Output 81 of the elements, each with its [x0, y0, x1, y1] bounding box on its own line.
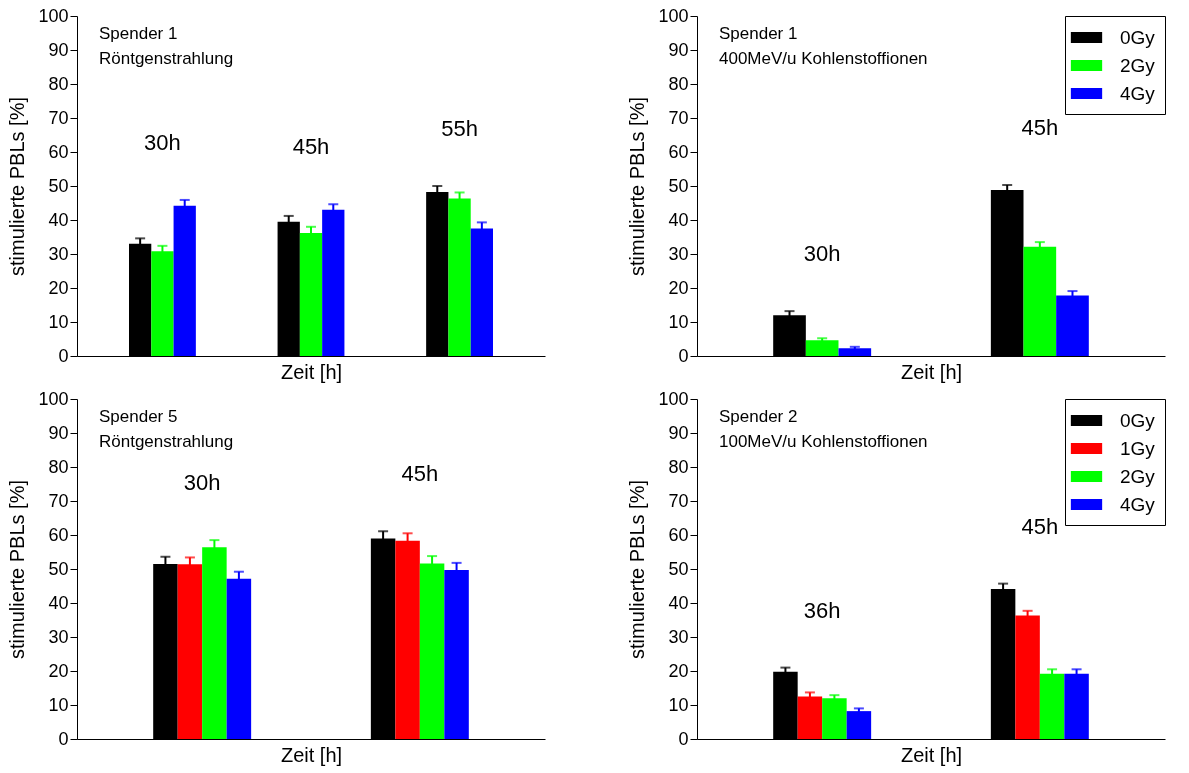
y-tick-label: 90 [48, 422, 69, 443]
legend-label: 4Gy [1120, 493, 1156, 515]
y-tick-label: 30 [668, 626, 689, 647]
y-tick-label: 70 [668, 107, 689, 128]
chart-title: Spender 1 [99, 24, 178, 43]
legend-label: 2Gy [1120, 54, 1156, 76]
bar [1015, 615, 1040, 739]
y-axis-title: stimulierte PBLs [%] [6, 480, 29, 659]
legend-label: 1Gy [1120, 437, 1156, 459]
x-axis-title: Zeit [h] [900, 743, 963, 766]
text: 400MeV/u Kohlenstoffionen [719, 49, 928, 68]
y-tick-label: 40 [668, 592, 689, 613]
legend-label: 0Gy [1120, 409, 1156, 431]
y-tick-label: 100 [38, 388, 69, 409]
x-tick-label: 30h [183, 470, 221, 496]
y-tick-label: 20 [48, 277, 69, 298]
y-tick-label: 0 [678, 345, 689, 366]
legend-label: 4Gy [1120, 82, 1156, 104]
y-tick-label: 70 [48, 490, 69, 511]
text: 100MeV/u Kohlenstoffionen [719, 432, 928, 451]
y-tick-label: 30 [668, 243, 689, 264]
y-tick-label: 60 [668, 524, 689, 545]
y-tick-label: 0 [58, 345, 69, 366]
y-tick-label: 60 [48, 141, 69, 162]
y-tick-label: 20 [668, 660, 689, 681]
y-tick-label: 10 [668, 311, 689, 332]
bar [151, 251, 174, 356]
y-tick-label: 10 [668, 694, 689, 715]
x-axis-title: Zeit [h] [900, 360, 963, 383]
y-tick-label: 50 [668, 558, 689, 579]
y-tick-label: 40 [668, 209, 689, 230]
legend-label: 2Gy [1120, 465, 1156, 487]
y-tick-label: 70 [668, 490, 689, 511]
bar [299, 232, 323, 356]
bar [173, 205, 196, 356]
y-tick-label: 100 [658, 388, 689, 409]
chart-title: Spender 2 [719, 407, 798, 426]
y-tick-label: 60 [668, 141, 689, 162]
x-tick-label: 45h [401, 461, 439, 487]
y-tick-label: 80 [48, 456, 69, 477]
y-tick-label: 100 [38, 5, 69, 26]
y-tick-label: 30 [48, 626, 69, 647]
y-tick-label: 50 [668, 175, 689, 196]
y-tick-label: 50 [48, 558, 69, 579]
y-tick-label: 60 [48, 524, 69, 545]
bar [322, 209, 345, 356]
y-axis-title: stimulierte PBLs [%] [6, 97, 29, 276]
y-tick-label: 40 [48, 209, 69, 230]
chart-title: Spender 1 [719, 24, 798, 43]
x-axis-title: Zeit [h] [280, 743, 343, 766]
y-tick-label: 90 [48, 39, 69, 60]
legend-label: 0Gy [1120, 26, 1156, 48]
x-tick-label: 36h [803, 597, 841, 623]
y-tick-label: 20 [668, 277, 689, 298]
y-tick-label: 90 [668, 39, 689, 60]
x-tick-label: 45h [1021, 513, 1059, 539]
text: Röntgenstrahlung [99, 49, 234, 68]
text: Röntgenstrahlung [99, 432, 234, 451]
y-tick-label: 30 [48, 243, 69, 264]
y-tick-label: 80 [668, 73, 689, 94]
y-tick-label: 0 [678, 728, 689, 749]
x-tick-label: 30h [144, 129, 181, 155]
y-tick-label: 80 [48, 73, 69, 94]
y-axis-title: stimulierte PBLs [%] [626, 480, 649, 659]
x-tick-label: 45h [292, 134, 330, 160]
x-tick-label: 55h [441, 116, 478, 141]
chart-title: Spender 5 [99, 407, 178, 426]
x-tick-label: 45h [1021, 114, 1059, 140]
y-tick-label: 10 [48, 694, 69, 715]
y-tick-label: 90 [668, 422, 689, 443]
y-tick-label: 70 [48, 107, 69, 128]
y-tick-label: 40 [48, 592, 69, 613]
y-tick-label: 0 [58, 728, 69, 749]
y-tick-label: 20 [48, 660, 69, 681]
x-axis-title: Zeit [h] [280, 360, 343, 383]
y-axis-title: stimulierte PBLs [%] [626, 97, 649, 276]
y-tick-label: 80 [668, 456, 689, 477]
x-tick-label: 30h [803, 241, 841, 267]
y-tick-label: 100 [658, 5, 689, 26]
y-tick-label: 10 [48, 311, 69, 332]
y-tick-label: 50 [48, 175, 69, 196]
